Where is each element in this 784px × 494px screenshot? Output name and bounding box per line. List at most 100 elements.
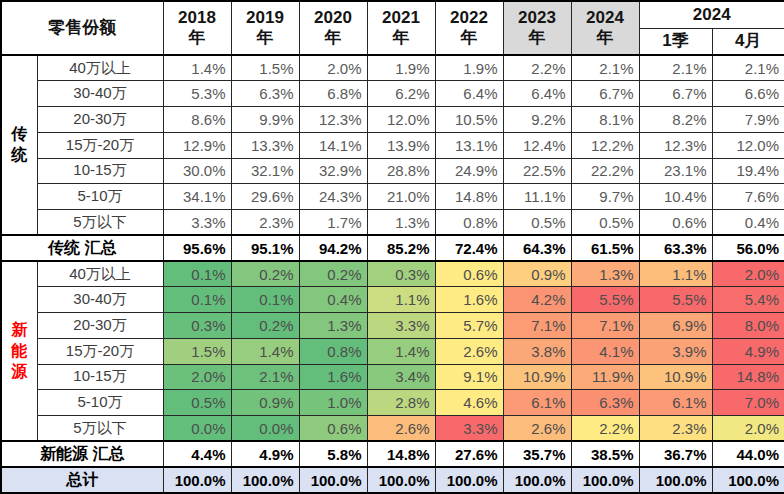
segment-label-cell: 10-15万 xyxy=(37,158,163,184)
value-cell: 2.2% xyxy=(571,416,639,442)
table-row: 20-30万0.3%0.2%1.3%3.3%5.7%7.1%7.1%6.9%8.… xyxy=(1,313,784,339)
table-row: 5-10万0.5%0.9%1.0%2.8%4.6%6.1%6.3%6.1%7.0… xyxy=(1,390,784,416)
value-cell: 0.5% xyxy=(503,210,571,236)
summary-value-cell: 72.4% xyxy=(435,235,503,261)
value-cell: 32.9% xyxy=(299,158,367,184)
value-cell: 10.9% xyxy=(503,364,571,390)
value-cell: 0.6% xyxy=(435,261,503,287)
total-row: 总计100.0%100.0%100.0%100.0%100.0%100.0%10… xyxy=(1,467,784,493)
value-cell: 28.8% xyxy=(367,158,435,184)
value-cell: 3.4% xyxy=(367,364,435,390)
summary-value-cell: 14.8% xyxy=(367,441,435,467)
total-value-cell: 100.0% xyxy=(571,467,639,493)
value-cell: 2.0% xyxy=(299,55,367,81)
value-cell: 6.7% xyxy=(571,81,639,107)
value-cell: 2.0% xyxy=(712,416,784,442)
table-row: 传 统40万以上1.4%1.5%2.0%1.9%1.9%2.2%2.1%2.1%… xyxy=(1,55,784,81)
value-cell: 1.1% xyxy=(367,287,435,313)
summary-value-cell: 64.3% xyxy=(503,235,571,261)
segment-label-cell: 5-10万 xyxy=(37,390,163,416)
segment-label-cell: 30-40万 xyxy=(37,81,163,107)
value-cell: 6.3% xyxy=(571,390,639,416)
value-cell: 14.8% xyxy=(435,184,503,210)
table-row: 30-40万0.1%0.1%0.4%1.1%1.6%4.2%5.5%5.5%5.… xyxy=(1,287,784,313)
summary-label-cell: 传统 汇总 xyxy=(1,235,163,261)
value-cell: 1.3% xyxy=(367,210,435,236)
value-cell: 29.6% xyxy=(231,184,299,210)
value-cell: 5.5% xyxy=(571,287,639,313)
segment-label-cell: 20-30万 xyxy=(37,313,163,339)
value-cell: 2.6% xyxy=(503,416,571,442)
value-cell: 21.0% xyxy=(367,184,435,210)
value-cell: 6.6% xyxy=(712,81,784,107)
value-cell: 9.2% xyxy=(503,107,571,133)
value-cell: 5.5% xyxy=(639,287,712,313)
value-cell: 1.9% xyxy=(435,55,503,81)
value-cell: 2.6% xyxy=(435,338,503,364)
value-cell: 8.1% xyxy=(571,107,639,133)
year-header-cell: 2021 年 xyxy=(367,1,435,55)
segment-label-cell: 30-40万 xyxy=(37,287,163,313)
value-cell: 5.3% xyxy=(163,81,231,107)
summary-value-cell: 38.5% xyxy=(571,441,639,467)
segment-label-cell: 5-10万 xyxy=(37,184,163,210)
value-cell: 7.9% xyxy=(712,107,784,133)
table-row: 15万-20万1.5%1.4%0.8%1.4%2.6%3.8%4.1%3.9%4… xyxy=(1,338,784,364)
value-cell: 1.3% xyxy=(571,261,639,287)
value-cell: 5.4% xyxy=(712,287,784,313)
value-cell: 6.9% xyxy=(639,313,712,339)
value-cell: 6.2% xyxy=(367,81,435,107)
value-cell: 12.2% xyxy=(571,132,639,158)
value-cell: 0.3% xyxy=(163,313,231,339)
value-cell: 3.9% xyxy=(639,338,712,364)
table-row: 10-15万30.0%32.1%32.9%28.8%24.9%22.5%22.2… xyxy=(1,158,784,184)
value-cell: 1.1% xyxy=(639,261,712,287)
table-row: 20-30万8.6%9.9%12.3%12.0%10.5%9.2%8.1%8.2… xyxy=(1,107,784,133)
total-value-cell: 100.0% xyxy=(163,467,231,493)
value-cell: 2.1% xyxy=(231,364,299,390)
value-cell: 2.3% xyxy=(639,416,712,442)
value-cell: 2.6% xyxy=(367,416,435,442)
summary-value-cell: 95.6% xyxy=(163,235,231,261)
segment-label-cell: 5万以下 xyxy=(37,416,163,442)
value-cell: 10.5% xyxy=(435,107,503,133)
table-row: 15万-20万12.9%13.3%14.1%13.9%13.1%12.4%12.… xyxy=(1,132,784,158)
value-cell: 7.1% xyxy=(503,313,571,339)
value-cell: 9.1% xyxy=(435,364,503,390)
value-cell: 1.5% xyxy=(231,55,299,81)
value-cell: 1.4% xyxy=(231,338,299,364)
segment-label-cell: 15万-20万 xyxy=(37,338,163,364)
value-cell: 12.0% xyxy=(367,107,435,133)
summary-value-cell: 95.1% xyxy=(231,235,299,261)
value-cell: 4.1% xyxy=(571,338,639,364)
value-cell: 0.8% xyxy=(435,210,503,236)
year-header-cell: 2022 年 xyxy=(435,1,503,55)
value-cell: 6.4% xyxy=(503,81,571,107)
value-cell: 5.7% xyxy=(435,313,503,339)
segment-label-cell: 40万以上 xyxy=(37,261,163,287)
value-cell: 23.1% xyxy=(639,158,712,184)
total-value-cell: 100.0% xyxy=(639,467,712,493)
value-cell: 8.2% xyxy=(639,107,712,133)
value-cell: 0.5% xyxy=(571,210,639,236)
value-cell: 7.1% xyxy=(571,313,639,339)
value-cell: 4.6% xyxy=(435,390,503,416)
value-cell: 1.4% xyxy=(367,338,435,364)
value-cell: 2.1% xyxy=(639,55,712,81)
value-cell: 3.3% xyxy=(367,313,435,339)
value-cell: 6.1% xyxy=(639,390,712,416)
summary-value-cell: 63.3% xyxy=(639,235,712,261)
value-cell: 12.3% xyxy=(299,107,367,133)
value-cell: 9.7% xyxy=(571,184,639,210)
table-row: 10-15万2.0%2.1%1.6%3.4%9.1%10.9%11.9%10.9… xyxy=(1,364,784,390)
summary-value-cell: 94.2% xyxy=(299,235,367,261)
value-cell: 0.2% xyxy=(231,313,299,339)
value-cell: 22.2% xyxy=(571,158,639,184)
value-cell: 7.6% xyxy=(712,184,784,210)
table-body: 传 统40万以上1.4%1.5%2.0%1.9%1.9%2.2%2.1%2.1%… xyxy=(1,55,784,493)
value-cell: 6.8% xyxy=(299,81,367,107)
value-cell: 2.0% xyxy=(163,364,231,390)
total-value-cell: 100.0% xyxy=(299,467,367,493)
sub-period-header-q1: 1季 xyxy=(639,28,712,55)
value-cell: 10.9% xyxy=(639,364,712,390)
